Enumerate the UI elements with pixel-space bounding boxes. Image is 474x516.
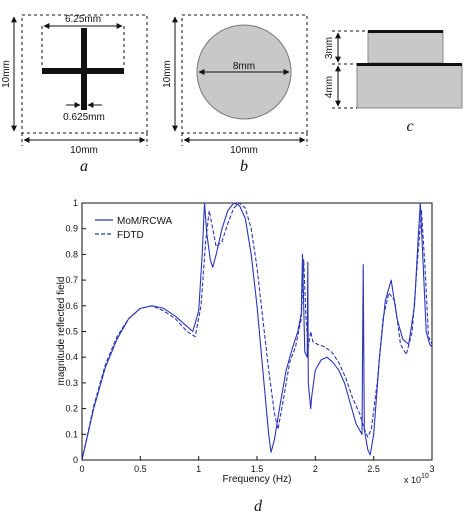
diameter-label: 8mm [233,61,255,72]
legend-label-mom: MoM/RCWA [117,216,173,227]
legend: MoM/RCWA FDTD [89,209,183,243]
x-tick-label: 3 [429,464,434,474]
panel-c: 3mm 4mm c [324,30,463,135]
panel-d: 0 0.1 0.2 0.3 0.4 0.5 0.6 0.7 0.8 0.9 1 0 0.5 1 1.5 2 2… [56,198,435,515]
bottom-dimension-label: 10mm [70,145,98,156]
y-tick-label: 0 [73,455,78,465]
lower-slab [356,64,463,109]
x-tick-label: 1 [196,464,201,474]
bottom-dimension-label-b: 10mm [230,145,258,156]
x-tick-label: 2.5 [367,464,380,474]
series-line-fdtd [81,202,433,461]
series-layer [81,202,433,461]
y-axis-label: magnitude reflected field [56,277,67,386]
top-metal-layer [368,30,443,33]
middle-metal-layer [357,63,462,66]
x-axis-label: Frequency (Hz) [223,474,292,485]
legend-label-fdtd: FDTD [117,230,144,241]
y-tick-label: 0.3 [65,378,78,388]
cross-width-label: 6.25mm [65,14,101,25]
x-axis: 0 0.5 1 1.5 2 2.5 3 [79,456,435,474]
side-dimension-label: 10mm [1,60,12,88]
x-multiplier: x 1010 [404,473,429,485]
y-tick-label: 1 [73,198,78,208]
cross-vertical-bar [81,28,87,110]
y-tick-label: 0.2 [65,404,78,414]
y-tick-label: 0.6 [65,301,78,311]
panel-b: 8mm 10mm 10mm b [162,14,308,175]
unit-cell-boundary-b [181,14,308,134]
x-tick-label: 2 [313,464,318,474]
side-dimension-label-b: 10mm [162,60,173,88]
y-tick-label: 0.1 [65,429,78,439]
y-tick-label: 0.8 [65,249,78,259]
x-tick-label: 0 [79,464,84,474]
caption-d: d [254,498,263,515]
lower-thickness-label: 4mm [324,76,335,98]
y-axis: 0 0.1 0.2 0.3 0.4 0.5 0.6 0.7 0.8 0.9 1 [65,198,86,465]
x-tick-label: 0.5 [134,464,147,474]
caption-c: c [406,118,413,135]
caption-b: b [240,158,248,175]
y-tick-label: 0.9 [65,224,78,234]
upper-slab [367,30,444,64]
upper-thickness-label: 3mm [324,37,335,59]
y-tick-label: 0.5 [65,327,78,337]
legend-box [89,209,183,243]
y-tick-label: 0.7 [65,275,78,285]
x-tick-label: 1.5 [251,464,264,474]
bar-width-label: 0.625mm [63,112,105,123]
y-tick-label: 0.4 [65,352,78,362]
panel-a: 6.25mm 0.625mm 10mm 10mm a [1,14,148,175]
caption-a: a [80,158,88,175]
unit-cell-boundary [21,14,148,134]
